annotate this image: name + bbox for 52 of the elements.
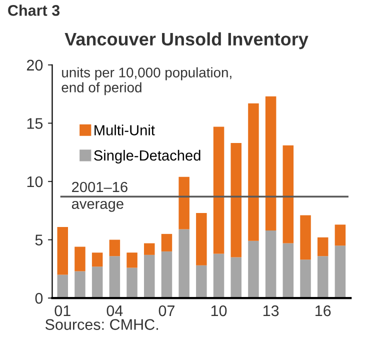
chart-title: Vancouver Unsold Inventory (64, 32, 308, 50)
x-tick-label: 16 (316, 305, 331, 316)
bar (92, 252, 103, 267)
bar (178, 176, 190, 230)
bar (317, 256, 328, 298)
bar (126, 268, 138, 298)
x-tick-label: 07 (158, 305, 174, 316)
y-tick-label: 10 (27, 176, 43, 188)
legend-label: Multi-Unit (94, 124, 155, 136)
bar (109, 256, 120, 298)
source-note: Sources: CMHC. (45, 319, 158, 330)
bar (178, 229, 190, 298)
y-tick-label: 15 (27, 118, 43, 129)
bar (248, 103, 259, 241)
bar (109, 240, 120, 256)
x-tick-label: 10 (211, 305, 227, 316)
bar (213, 126, 224, 254)
x-tick-label: 13 (263, 305, 279, 316)
bar (282, 243, 294, 298)
bar (57, 226, 68, 275)
legend-label: Single-Detached (94, 150, 200, 164)
bar (248, 240, 259, 298)
bar (317, 237, 328, 256)
caption: Chart 3 (8, 4, 60, 16)
y-tick-label: 0 (35, 292, 43, 304)
ref-line-label: 2001–16 average (72, 182, 128, 212)
y-tick-label: 5 (35, 234, 43, 246)
bar (196, 212, 207, 266)
bar (300, 215, 311, 260)
bar (334, 224, 346, 246)
y-tick-label: 20 (26, 60, 43, 71)
bar (282, 145, 294, 244)
bar (161, 234, 172, 252)
bar (196, 265, 207, 298)
bar (57, 274, 68, 298)
x-tick-label: 04 (106, 305, 123, 316)
bar (265, 230, 276, 298)
y-axis-title: units per 10,000 population, end of period (62, 67, 232, 96)
bar (334, 246, 346, 298)
bar (230, 257, 242, 298)
x-tick-label: 01 (54, 305, 70, 316)
bar (300, 260, 311, 298)
bar (213, 254, 224, 298)
bar (74, 246, 86, 272)
bar (92, 266, 103, 298)
bar (144, 243, 155, 255)
bar (74, 271, 86, 298)
bar (265, 96, 276, 230)
bar (230, 143, 242, 258)
bar (161, 251, 172, 298)
bar (126, 252, 138, 268)
bar (144, 254, 155, 298)
